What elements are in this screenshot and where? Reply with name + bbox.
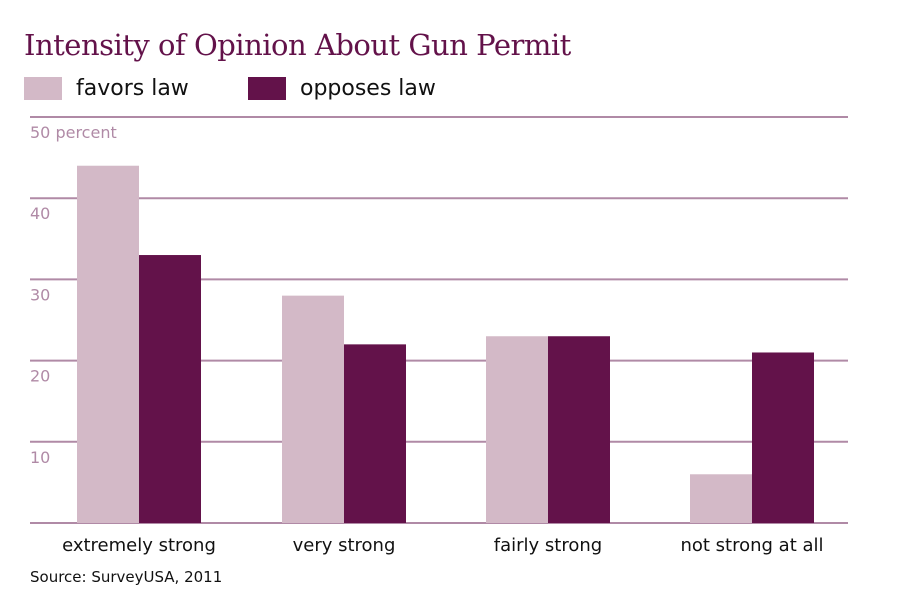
y-tick-label-10: 10 bbox=[30, 448, 50, 467]
bar-favors-law-very-strong bbox=[282, 295, 344, 523]
y-tick-label-50: 50 percent bbox=[30, 123, 117, 142]
category-labels: extremely strong very strong fairly strong… bbox=[62, 535, 823, 556]
bar-favors-law-not-strong-at-all bbox=[690, 474, 752, 523]
y-tick-label-40: 40 bbox=[30, 204, 50, 223]
bar-opposes-law-fairly-strong bbox=[548, 336, 610, 523]
bar-favors-law-extremely-strong bbox=[77, 165, 139, 523]
bar-favors-law-fairly-strong bbox=[486, 336, 548, 523]
bar-opposes-law-not-strong-at-all bbox=[752, 352, 814, 523]
bar-opposes-law-extremely-strong bbox=[139, 255, 201, 524]
category-label-fairly-strong: fairly strong bbox=[494, 535, 602, 556]
legend-item-favors: favors law bbox=[24, 76, 189, 101]
legend-label-opposes: opposes law bbox=[300, 76, 436, 101]
legend-swatch-opposes bbox=[248, 77, 286, 100]
legend-swatch-favors bbox=[24, 77, 62, 100]
y-tick-label-20: 20 bbox=[30, 367, 50, 386]
category-label-extremely-strong: extremely strong bbox=[62, 535, 216, 556]
category-label-not-strong-at-all: not strong at all bbox=[680, 535, 823, 556]
legend-item-opposes: opposes law bbox=[248, 76, 436, 101]
category-label-very-strong: very strong bbox=[293, 535, 396, 556]
bar-opposes-law-very-strong bbox=[344, 344, 406, 523]
y-tick-label-30: 30 bbox=[30, 285, 50, 304]
y-tick-labels: 10 20 30 40 50 percent bbox=[30, 123, 117, 467]
chart-title: Intensity of Opinion About Gun Permit bbox=[24, 28, 571, 62]
bars bbox=[77, 165, 814, 524]
legend-label-favors: favors law bbox=[76, 76, 189, 101]
source-note: Source: SurveyUSA, 2011 bbox=[30, 568, 223, 586]
